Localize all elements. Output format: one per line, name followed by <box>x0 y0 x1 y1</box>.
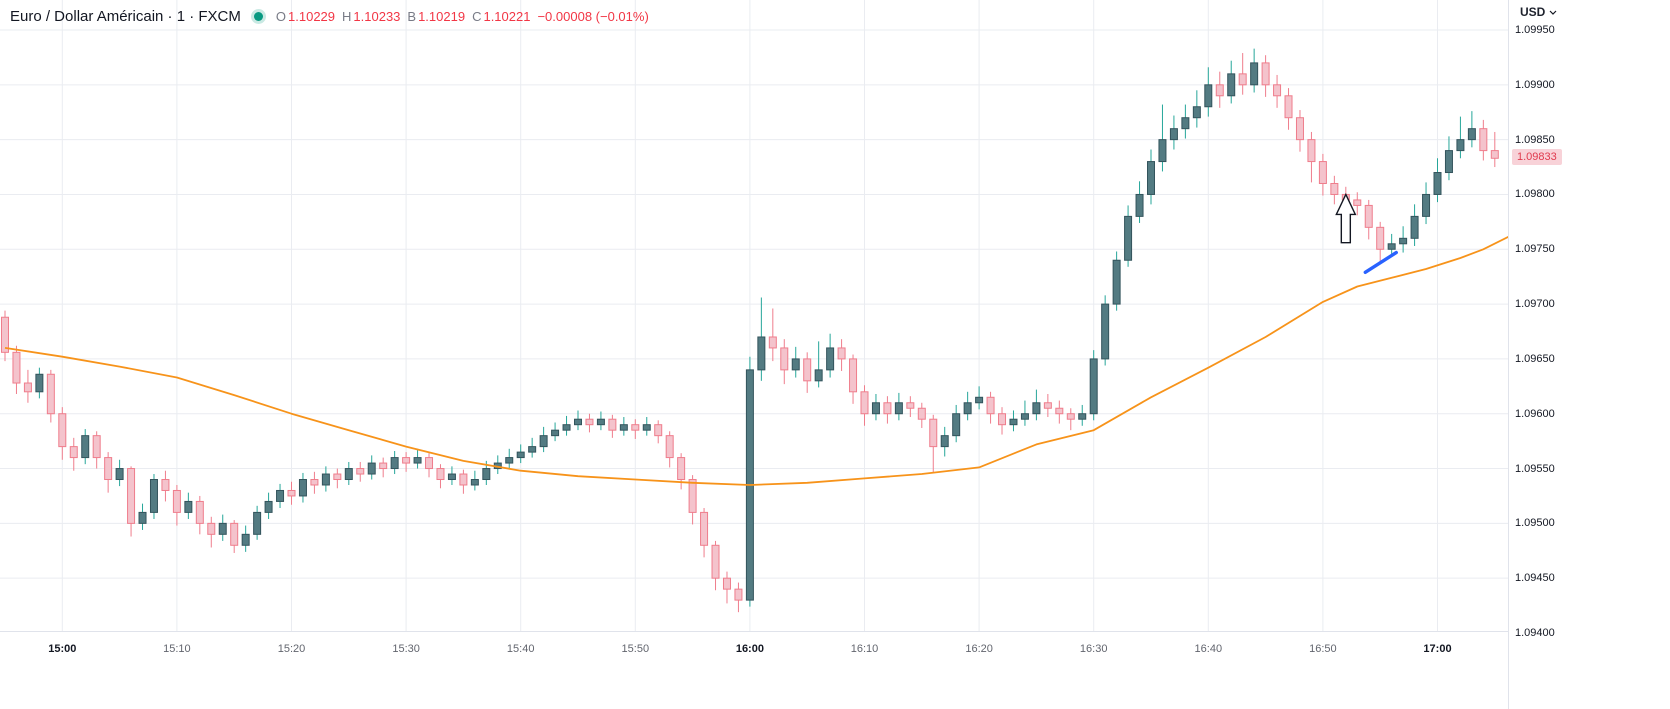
price-axis-label: 1.09950 <box>1515 24 1555 36</box>
candlestick-chart[interactable] <box>0 0 1508 631</box>
price-axis-label: 1.09600 <box>1515 407 1555 420</box>
ohlc-high-label: H <box>342 9 352 24</box>
price-axis-label: 1.09700 <box>1515 298 1555 311</box>
price-axis-label: 1.09500 <box>1515 517 1555 530</box>
market-status-icon <box>253 12 263 21</box>
time-axis-label: 16:50 <box>1309 643 1337 655</box>
time-axis-label: 15:00 <box>48 643 77 655</box>
chart-legend: Euro / Dollar Américain · 1 · FXCM O 1.1… <box>10 8 649 25</box>
time-axis-label: 16:30 <box>1079 643 1108 655</box>
price-axis-label: 1.09750 <box>1515 243 1555 256</box>
ohlc-open-label: O <box>275 9 287 24</box>
time-axis-label: 15:50 <box>621 643 650 655</box>
time-axis-label: 17:00 <box>1423 643 1452 655</box>
price-axis-label: 1.09450 <box>1515 572 1555 585</box>
grid-layer <box>0 0 1508 631</box>
price-axis[interactable]: USD 1.09950 1.09900 1.09850 1.09800 1.09750 1… <box>1508 0 1670 709</box>
ohlc-change-value: −0.00008 (−0.01%) <box>537 9 649 24</box>
ohlc-readout: O 1.10229 H 1.10233 B 1.10219 C 1.10221 … <box>276 9 649 24</box>
time-axis-label: 16:40 <box>1194 643 1223 655</box>
ohlc-close-value: 1.10221 <box>483 9 531 24</box>
ohlc-close-label: C <box>472 9 482 24</box>
price-axis-label: 1.09800 <box>1515 188 1555 201</box>
trend-line-annotation[interactable] <box>1363 250 1398 274</box>
price-axis-label: 1.09400 <box>1515 627 1555 639</box>
time-axis-label: 16:20 <box>965 643 993 655</box>
ohlc-open-value: 1.10229 <box>288 9 336 24</box>
time-axis-label: 15:20 <box>277 643 306 655</box>
currency-label: USD <box>1520 5 1546 19</box>
ohlc-low-label: B <box>407 9 417 24</box>
time-axis-label: 15:40 <box>506 643 535 655</box>
time-axis-label: 16:10 <box>850 643 879 655</box>
price-axis-label: 1.09650 <box>1515 352 1555 365</box>
time-axis-label: 15:10 <box>163 643 191 655</box>
symbol-title[interactable]: Euro / Dollar Américain · 1 · FXCM <box>10 8 241 25</box>
price-axis-label: 1.09550 <box>1515 462 1555 475</box>
ohlc-low-value: 1.10219 <box>418 9 466 24</box>
last-price-label: 1.09833 <box>1512 149 1562 166</box>
price-axis-label: 1.09900 <box>1515 78 1555 91</box>
currency-selector[interactable]: USD <box>1520 5 1557 19</box>
time-axis-label: 15:30 <box>392 643 420 655</box>
ma-line[interactable] <box>4 235 1508 486</box>
chevron-down-icon <box>1549 10 1557 15</box>
time-axis[interactable]: 15:00 15:10 15:20 15:30 15:40 15:50 16:00 16:10… <box>0 631 1670 709</box>
ohlc-high-value: 1.10233 <box>353 9 401 24</box>
arrow-up-annotation[interactable] <box>1335 192 1357 244</box>
price-axis-label: 1.09850 <box>1515 133 1555 146</box>
time-axis-label: 16:00 <box>735 643 764 655</box>
